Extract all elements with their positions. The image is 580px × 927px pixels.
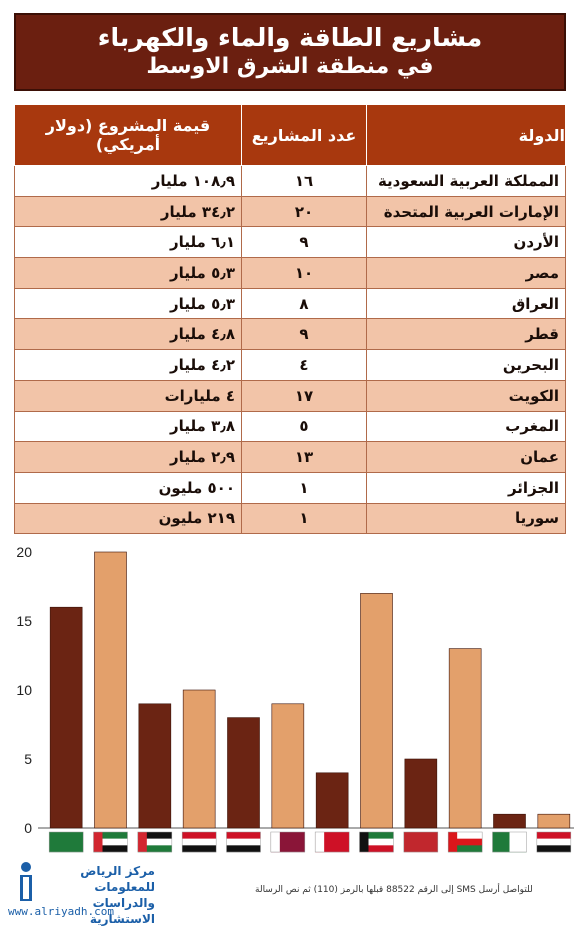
cell-value: ٢٫٩ مليار — [14, 441, 242, 473]
table-row: البحرين ٤ ٤٫٢ مليار — [14, 349, 566, 381]
cell-value: ٥٠٠ مليون — [14, 471, 242, 504]
cell-country: الجزائر — [366, 471, 566, 504]
y-tick-label: 5 — [24, 751, 32, 767]
site-url[interactable]: www.alriyadh.com — [8, 905, 114, 918]
table-row: مصر ١٠ ٥٫٣ مليار — [14, 257, 566, 289]
cell-country: مصر — [366, 257, 566, 289]
header-count: عدد المشاريع — [241, 104, 367, 166]
bar-algeria — [493, 813, 526, 829]
table-row: الأردن ٩ ٦٫١ مليار — [14, 226, 566, 259]
cell-value: ٢١٩ مليون — [14, 502, 242, 535]
egypt-flag-icon — [181, 831, 217, 853]
bar-bahrain — [315, 772, 349, 829]
table-row: العراق ٨ ٥٫٣ مليار — [14, 287, 566, 320]
cell-country: الأردن — [366, 226, 566, 259]
bars-group — [49, 551, 571, 829]
morocco-flag-icon — [403, 831, 439, 853]
cell-count: ١ — [241, 471, 367, 504]
cell-country: الكويت — [366, 379, 566, 412]
iraq-flag-icon — [226, 831, 261, 853]
y-axis: 0 5 10 15 20 — [16, 544, 32, 836]
cell-count: ٩ — [241, 318, 367, 351]
cell-count: ٢٠ — [241, 195, 367, 228]
cell-count: ١٣ — [241, 441, 367, 473]
y-tick-label: 20 — [16, 544, 32, 560]
cell-country: المغرب — [366, 410, 566, 443]
cell-count: ١ — [241, 502, 367, 535]
projects-table: الدولة عدد المشاريع قيمة المشروع (دولار … — [14, 104, 566, 535]
logo-line1: مركز الرياض للمعلومات — [80, 864, 155, 894]
bar-chart: 0 5 10 15 20 — [16, 544, 574, 853]
title-banner: مشاريع الطاقة والماء والكهرباء في منطقة … — [14, 13, 566, 91]
cell-country: البحرين — [366, 349, 566, 381]
syria-flag-icon — [536, 831, 572, 853]
cell-value: ٦٫١ مليار — [14, 226, 242, 259]
header-country: الدولة — [366, 104, 566, 166]
cell-count: ١٠ — [241, 257, 367, 289]
bahrain-flag-icon — [314, 831, 350, 853]
cell-value: ٤٫٢ مليار — [14, 349, 242, 381]
cell-country: العراق — [366, 287, 566, 320]
cell-count: ١٧ — [241, 379, 367, 412]
table-header-row: الدولة عدد المشاريع قيمة المشروع (دولار … — [14, 104, 566, 166]
cell-value: ١٠٨٫٩ مليار — [14, 165, 242, 197]
table-row: عمان ١٣ ٢٫٩ مليار — [14, 441, 566, 473]
header-value: قيمة المشروع (دولار أمريكي) — [14, 104, 242, 166]
uae-flag-icon — [93, 831, 128, 853]
saudi-arabia-flag-icon — [48, 831, 84, 853]
y-tick-label: 0 — [24, 820, 32, 836]
bar-morocco — [404, 758, 438, 829]
cell-count: ١٦ — [241, 165, 367, 197]
table-row: المملكة العربية السعودية ١٦ ١٠٨٫٩ مليار — [14, 165, 566, 197]
bar-qatar — [271, 703, 305, 829]
table-row: قطر ٩ ٤٫٨ مليار — [14, 318, 566, 351]
bar-iraq — [227, 717, 260, 829]
cell-country: سوريا — [366, 502, 566, 535]
jordan-flag-icon — [137, 831, 173, 853]
cell-count: ٩ — [241, 226, 367, 259]
bar-egypt — [182, 689, 216, 829]
table-row: سوريا ١ ٢١٩ مليون — [14, 502, 566, 535]
riyadh-center-logo-icon — [20, 862, 32, 901]
cell-count: ٥ — [241, 410, 367, 443]
page-subtitle: في منطقة الشرق الاوسط — [146, 54, 434, 79]
page-title: مشاريع الطاقة والماء والكهرباء — [97, 23, 483, 52]
cell-country: عمان — [366, 441, 566, 473]
flags-group — [48, 831, 572, 853]
cell-count: ٤ — [241, 349, 367, 381]
bar-saudi-arabia — [49, 606, 83, 829]
cell-value: ٤٫٨ مليار — [14, 318, 242, 351]
cell-count: ٨ — [241, 287, 367, 320]
cell-country: الإمارات العربية المتحدة — [366, 195, 566, 228]
table-row: الكويت ١٧ ٤ مليارات — [14, 379, 566, 412]
y-tick-label: 10 — [16, 682, 32, 698]
bar-syria — [537, 813, 571, 829]
cell-value: ٥٫٣ مليار — [14, 287, 242, 320]
table-row: المغرب ٥ ٣٫٨ مليار — [14, 410, 566, 443]
algeria-flag-icon — [492, 831, 527, 853]
bar-jordan — [138, 703, 172, 829]
y-tick-label: 15 — [16, 613, 32, 629]
kuwait-flag-icon — [359, 831, 394, 853]
cell-country: قطر — [366, 318, 566, 351]
bar-uae — [94, 551, 127, 829]
cell-value: ٣٫٨ مليار — [14, 410, 242, 443]
cell-value: ٤ مليارات — [14, 379, 242, 412]
sms-note: للتواصل أرسل SMS إلى الرقم 88522 قبلها ب… — [255, 885, 533, 895]
qatar-flag-icon — [270, 831, 306, 853]
table-row: الإمارات العربية المتحدة ٢٠ ٣٤٫٢ مليار — [14, 195, 566, 228]
cell-country: المملكة العربية السعودية — [366, 165, 566, 197]
footer: مركز الرياض للمعلومات والدراسات الاستشار… — [0, 855, 580, 926]
logo-text: مركز الرياض للمعلومات والدراسات الاستشار… — [45, 863, 155, 927]
table-row: الجزائر ١ ٥٠٠ مليون — [14, 471, 566, 504]
cell-value: ٥٫٣ مليار — [14, 257, 242, 289]
bar-kuwait — [360, 593, 393, 829]
cell-value: ٣٤٫٢ مليار — [14, 195, 242, 228]
bar-oman — [448, 648, 482, 829]
oman-flag-icon — [447, 831, 483, 853]
